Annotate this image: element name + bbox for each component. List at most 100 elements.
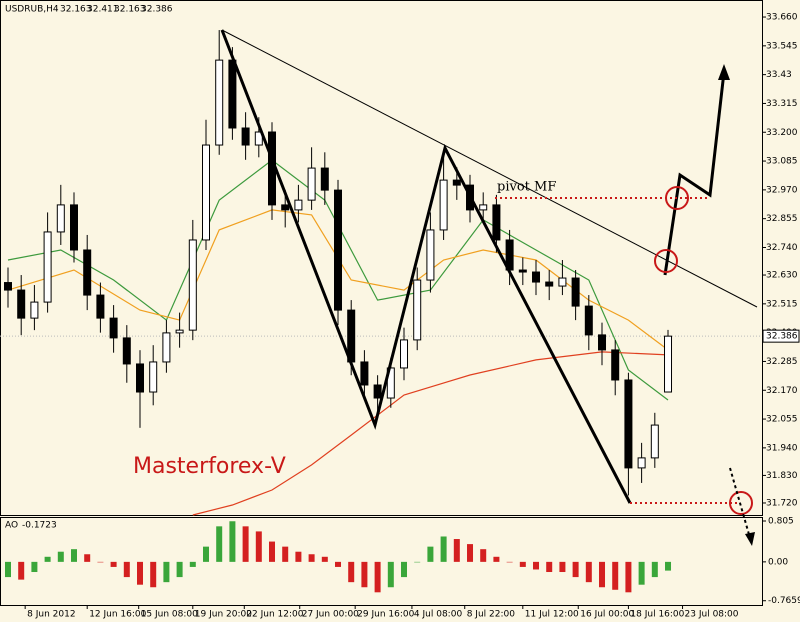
ao-bar <box>216 526 223 562</box>
ohlc-low: 32.163 <box>114 5 146 15</box>
ao-panel <box>0 517 763 606</box>
candle-body <box>452 179 461 186</box>
x-tick-label: 8 Jul 22:00 <box>467 610 516 620</box>
y-tick-label: 32.285 <box>766 357 798 367</box>
candle-body <box>413 279 422 341</box>
ao-bar <box>282 546 289 562</box>
y-tick-label: 33.545 <box>766 41 798 51</box>
ao-bar <box>572 561 579 578</box>
y-tick-label: 33.085 <box>766 157 798 167</box>
ao-bar <box>4 561 11 578</box>
candle-body <box>56 204 65 233</box>
ao-bar <box>533 561 540 570</box>
candle-body <box>584 305 593 336</box>
ao-bar <box>427 546 434 562</box>
ao-bar <box>480 549 487 562</box>
ao-bar <box>651 561 658 578</box>
candle-body <box>664 335 673 393</box>
ao-bar <box>137 561 144 585</box>
ao-bar <box>84 554 91 562</box>
candle-body <box>215 59 224 146</box>
y-tick-label: 32.855 <box>766 214 798 224</box>
ao-bar <box>321 556 328 562</box>
y-tick-label: 32.740 <box>766 243 798 253</box>
y-tick-label: 33.660 <box>766 13 798 23</box>
candle-body <box>175 329 184 334</box>
candle-body <box>202 144 211 241</box>
moving-average <box>7 209 669 351</box>
circle <box>729 491 753 515</box>
candle-body <box>307 167 316 201</box>
candle-body <box>83 249 92 296</box>
ao-bar <box>229 521 236 562</box>
candle-body <box>598 334 607 351</box>
candle-body <box>545 281 554 287</box>
candle-body <box>294 199 303 211</box>
candle-body <box>30 301 39 319</box>
ao-bar <box>493 556 500 562</box>
ao-bar <box>269 541 276 562</box>
candle-body <box>492 204 501 241</box>
x-tick-label: 16 Jul 00:00 <box>580 610 634 620</box>
ao-bar <box>18 561 25 580</box>
ao-bar <box>57 551 64 562</box>
candle-body <box>637 457 646 469</box>
y-tick-label: 31.720 <box>766 498 798 508</box>
ao-bar <box>519 561 526 567</box>
ao-bar <box>440 536 447 562</box>
y-tick-label: 32.970 <box>766 185 798 195</box>
y-tick-label: 0.00 <box>768 557 788 567</box>
ao-bar <box>176 561 183 578</box>
ao-bar <box>612 561 619 590</box>
ao-bar <box>638 561 645 585</box>
forecast-path <box>663 71 726 276</box>
x-tick-label: 29 Jun 16:00 <box>357 610 414 620</box>
drawings <box>220 29 758 546</box>
ao-bar <box>348 561 355 583</box>
y-tick-label: 32.170 <box>766 386 798 396</box>
y-tick-label: 31.830 <box>766 471 798 481</box>
candle-body <box>532 271 541 283</box>
y-tick-label: 32.515 <box>766 299 798 309</box>
candle-body <box>439 179 448 231</box>
candle-body <box>400 339 409 369</box>
ao-bar <box>255 531 262 562</box>
candle-body <box>479 204 488 211</box>
ao-bar <box>44 556 51 562</box>
x-tick-label: 18 Jul 16:00 <box>630 610 684 620</box>
candle-body <box>624 379 633 469</box>
candle-body <box>3 282 12 291</box>
x-tick-label: 8 Jun 2012 <box>27 610 75 620</box>
candle-body <box>558 277 567 287</box>
candle-body <box>188 239 197 331</box>
ao-bar <box>387 561 394 588</box>
ao-bar <box>625 561 632 593</box>
ao-title: AO <box>5 521 18 531</box>
price-box <box>762 329 800 343</box>
ao-bar <box>467 544 474 562</box>
candle-body <box>281 204 290 211</box>
x-tick-label: 19 Jun 20:00 <box>195 610 252 620</box>
ao-bar <box>242 526 249 562</box>
x-tick-label: 22 Jun 12:00 <box>246 610 303 620</box>
candle-body <box>254 131 263 146</box>
ohlc-high: 32.411 <box>87 5 119 15</box>
zigzag <box>220 29 632 504</box>
candle-body <box>426 229 435 281</box>
y-tick-label: 0.805 <box>768 517 794 527</box>
price-box-label: 32.386 <box>766 332 798 342</box>
ao-bar <box>97 561 104 563</box>
ao-bar <box>163 561 170 583</box>
candle-body <box>96 294 105 319</box>
candle-body <box>320 167 329 191</box>
x-tick-label: 4 Jul 08:00 <box>414 610 463 620</box>
y-tick-label: 32.055 <box>766 415 798 425</box>
candle-body <box>228 59 237 129</box>
ao-bar <box>401 561 408 578</box>
candle-body <box>373 384 382 399</box>
y-tick-label: 31.940 <box>766 443 798 453</box>
ao-bar <box>559 561 566 573</box>
circle <box>654 249 678 273</box>
ao-bar <box>203 546 210 562</box>
